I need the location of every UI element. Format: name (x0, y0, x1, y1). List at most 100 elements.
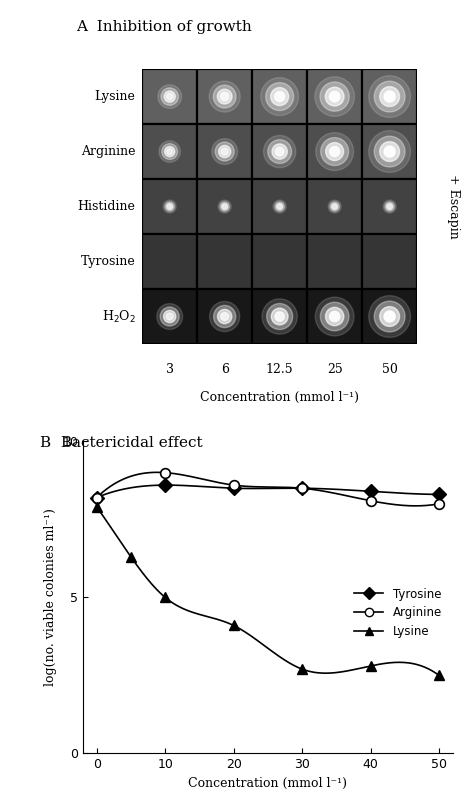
Circle shape (218, 89, 232, 104)
Text: 12.5: 12.5 (266, 363, 293, 377)
Circle shape (219, 146, 231, 158)
Circle shape (328, 200, 341, 213)
Circle shape (220, 202, 229, 211)
Text: + Escapin: + Escapin (447, 174, 460, 239)
Circle shape (388, 205, 392, 208)
Circle shape (215, 142, 234, 161)
Circle shape (167, 149, 173, 155)
Bar (307, 124, 362, 179)
Text: Arginine: Arginine (81, 145, 136, 158)
Circle shape (220, 92, 229, 100)
Circle shape (315, 77, 355, 117)
Circle shape (223, 205, 227, 208)
Y-axis label: log(no. viable colonies ml⁻¹): log(no. viable colonies ml⁻¹) (44, 509, 57, 686)
Circle shape (264, 135, 296, 168)
Circle shape (333, 205, 337, 208)
Bar (142, 124, 197, 179)
Circle shape (212, 139, 237, 164)
Circle shape (166, 313, 173, 320)
Circle shape (218, 200, 231, 213)
Circle shape (162, 143, 178, 160)
Text: Histidine: Histidine (78, 200, 136, 213)
Circle shape (262, 299, 297, 335)
Circle shape (213, 85, 236, 108)
Circle shape (209, 81, 240, 112)
Circle shape (274, 92, 285, 101)
Bar (142, 69, 197, 124)
Circle shape (384, 146, 395, 157)
Circle shape (383, 200, 396, 213)
Bar (252, 179, 307, 234)
Bar (197, 69, 252, 124)
Circle shape (275, 202, 284, 211)
Circle shape (267, 304, 292, 330)
Circle shape (163, 200, 176, 213)
Bar (307, 234, 362, 289)
Circle shape (277, 203, 283, 210)
Circle shape (167, 203, 173, 210)
Bar (252, 124, 307, 179)
Circle shape (160, 307, 179, 326)
Circle shape (321, 138, 348, 165)
Circle shape (158, 85, 182, 109)
Bar (362, 234, 417, 289)
Circle shape (374, 81, 405, 112)
Circle shape (164, 310, 176, 322)
Bar (197, 289, 252, 344)
Circle shape (326, 143, 344, 160)
Circle shape (326, 307, 344, 326)
Circle shape (315, 297, 354, 336)
Text: 6: 6 (221, 363, 228, 377)
Text: Concentration (mmol l⁻¹): Concentration (mmol l⁻¹) (200, 390, 359, 403)
Circle shape (278, 205, 282, 208)
Bar (362, 179, 417, 234)
Circle shape (320, 82, 349, 111)
Bar (252, 234, 307, 289)
Bar (252, 289, 307, 344)
Circle shape (329, 147, 340, 156)
Text: B  Bactericidal effect: B Bactericidal effect (40, 436, 203, 450)
Circle shape (272, 144, 287, 160)
Circle shape (214, 305, 236, 327)
Bar (307, 69, 362, 124)
Text: Lysine: Lysine (95, 90, 136, 103)
Bar (142, 234, 197, 289)
Circle shape (384, 311, 395, 322)
Circle shape (275, 312, 284, 322)
Circle shape (261, 78, 299, 116)
Circle shape (157, 304, 182, 330)
Circle shape (275, 147, 284, 156)
Circle shape (271, 308, 288, 325)
Circle shape (385, 202, 394, 211)
Bar (362, 69, 417, 124)
Circle shape (316, 133, 354, 171)
Bar (197, 234, 252, 289)
Circle shape (380, 307, 400, 326)
Circle shape (325, 87, 344, 106)
Text: 3: 3 (166, 363, 173, 377)
Circle shape (164, 147, 175, 156)
Circle shape (268, 139, 292, 164)
Circle shape (320, 302, 349, 330)
Bar (307, 289, 362, 344)
Circle shape (374, 136, 405, 167)
Circle shape (329, 92, 340, 102)
Circle shape (332, 203, 337, 210)
Bar (362, 124, 417, 179)
Bar (362, 289, 417, 344)
Text: 50: 50 (382, 363, 398, 377)
Circle shape (271, 87, 289, 105)
Circle shape (164, 91, 175, 102)
Circle shape (168, 205, 172, 208)
Bar (307, 179, 362, 234)
Circle shape (369, 296, 410, 338)
Circle shape (330, 202, 339, 211)
Circle shape (221, 148, 228, 155)
Circle shape (369, 130, 410, 173)
Circle shape (165, 202, 174, 211)
Circle shape (210, 301, 240, 331)
Circle shape (387, 203, 392, 210)
Circle shape (374, 301, 405, 332)
Text: Tyrosine: Tyrosine (81, 255, 136, 268)
Bar (142, 289, 197, 344)
